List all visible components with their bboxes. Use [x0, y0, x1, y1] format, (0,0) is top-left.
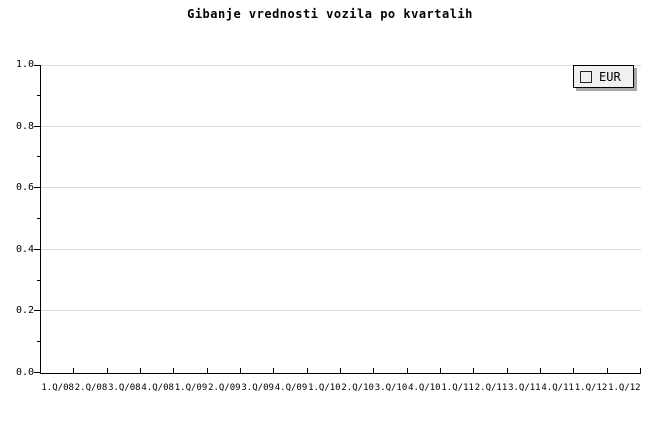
- plot-area: [34, 65, 641, 374]
- y-axis-label: 0.6: [15, 182, 34, 193]
- chart-title: Gibanje vrednosti vozila po kvartalih: [187, 7, 473, 21]
- y-gridline: [41, 310, 641, 311]
- y-axis-minor-tick: [37, 341, 40, 342]
- x-axis-label: 2.Q/09: [208, 383, 241, 393]
- y-axis-label: 0.0: [15, 367, 34, 378]
- y-axis-major-tick: [34, 65, 40, 66]
- x-axis-tick: [540, 368, 541, 373]
- x-axis-tick: [173, 368, 174, 373]
- x-axis-tick: [373, 368, 374, 373]
- y-axis-major-tick: [34, 187, 40, 188]
- x-axis-label: 1.Q/10: [308, 383, 341, 393]
- x-axis-label: 3.Q/09: [241, 383, 274, 393]
- legend-box: EUR: [573, 65, 634, 88]
- y-axis-major-tick: [34, 126, 40, 127]
- x-axis-tick: [273, 368, 274, 373]
- legend-swatch-eur-icon: [580, 70, 592, 83]
- x-axis-tick: [340, 368, 341, 373]
- y-axis-major-tick: [34, 372, 40, 373]
- x-axis-tick: [440, 368, 441, 373]
- x-axis-tick: [307, 368, 308, 373]
- legend-label-eur: EUR: [599, 69, 621, 84]
- x-axis-label: 2.Q/11: [474, 383, 508, 393]
- x-axis-tick: [207, 368, 208, 373]
- x-axis-label: 1.Q/08: [41, 383, 74, 393]
- y-axis-label: 0.2: [15, 305, 34, 316]
- y-axis-minor-tick: [37, 95, 40, 96]
- y-axis-minor-tick: [37, 218, 40, 219]
- x-axis-label: 1.Q/11: [441, 383, 474, 393]
- x-axis-tick: [640, 368, 641, 373]
- x-axis-label: 1.Q/09: [174, 383, 208, 393]
- y-axis-major-tick: [34, 310, 40, 311]
- x-axis-tick: [473, 368, 474, 373]
- y-axis-major-tick: [34, 249, 40, 250]
- x-axis-label: 4.Q/11: [541, 383, 574, 393]
- x-axis-label: 2.Q/08: [74, 383, 108, 393]
- x-axis-tick: [407, 368, 408, 373]
- x-axis-label: 4.Q/08: [141, 383, 174, 393]
- y-gridline: [41, 65, 641, 66]
- x-axis-tick: [240, 368, 241, 373]
- x-axis-tick: [607, 368, 608, 373]
- x-axis-tick: [140, 368, 141, 373]
- y-axis-minor-tick: [37, 280, 40, 281]
- x-axis-label: 3.Q/10: [374, 383, 408, 393]
- y-axis-label: 1.0: [15, 59, 34, 70]
- x-axis-label: 3.Q/08: [108, 383, 141, 393]
- y-axis-minor-tick: [37, 156, 40, 157]
- y-gridline: [41, 187, 641, 188]
- x-axis-label: 4.Q/10: [408, 383, 441, 393]
- y-axis-label: 0.4: [15, 244, 34, 255]
- x-axis-label: 3.Q/11: [508, 383, 541, 393]
- y-axis-label: 0.8: [15, 121, 34, 132]
- y-gridline: [41, 249, 641, 250]
- y-gridline: [41, 126, 641, 127]
- x-axis-label: 2.Q/10: [341, 383, 374, 393]
- x-axis-label: 1.Q/12: [608, 383, 641, 393]
- x-axis-label: 1.Q/12: [574, 383, 608, 393]
- x-axis-tick: [573, 368, 574, 373]
- x-axis-label: 4.Q/09: [274, 383, 308, 393]
- x-axis-tick: [507, 368, 508, 373]
- x-axis-tick: [107, 368, 108, 373]
- x-axis-tick: [73, 368, 74, 373]
